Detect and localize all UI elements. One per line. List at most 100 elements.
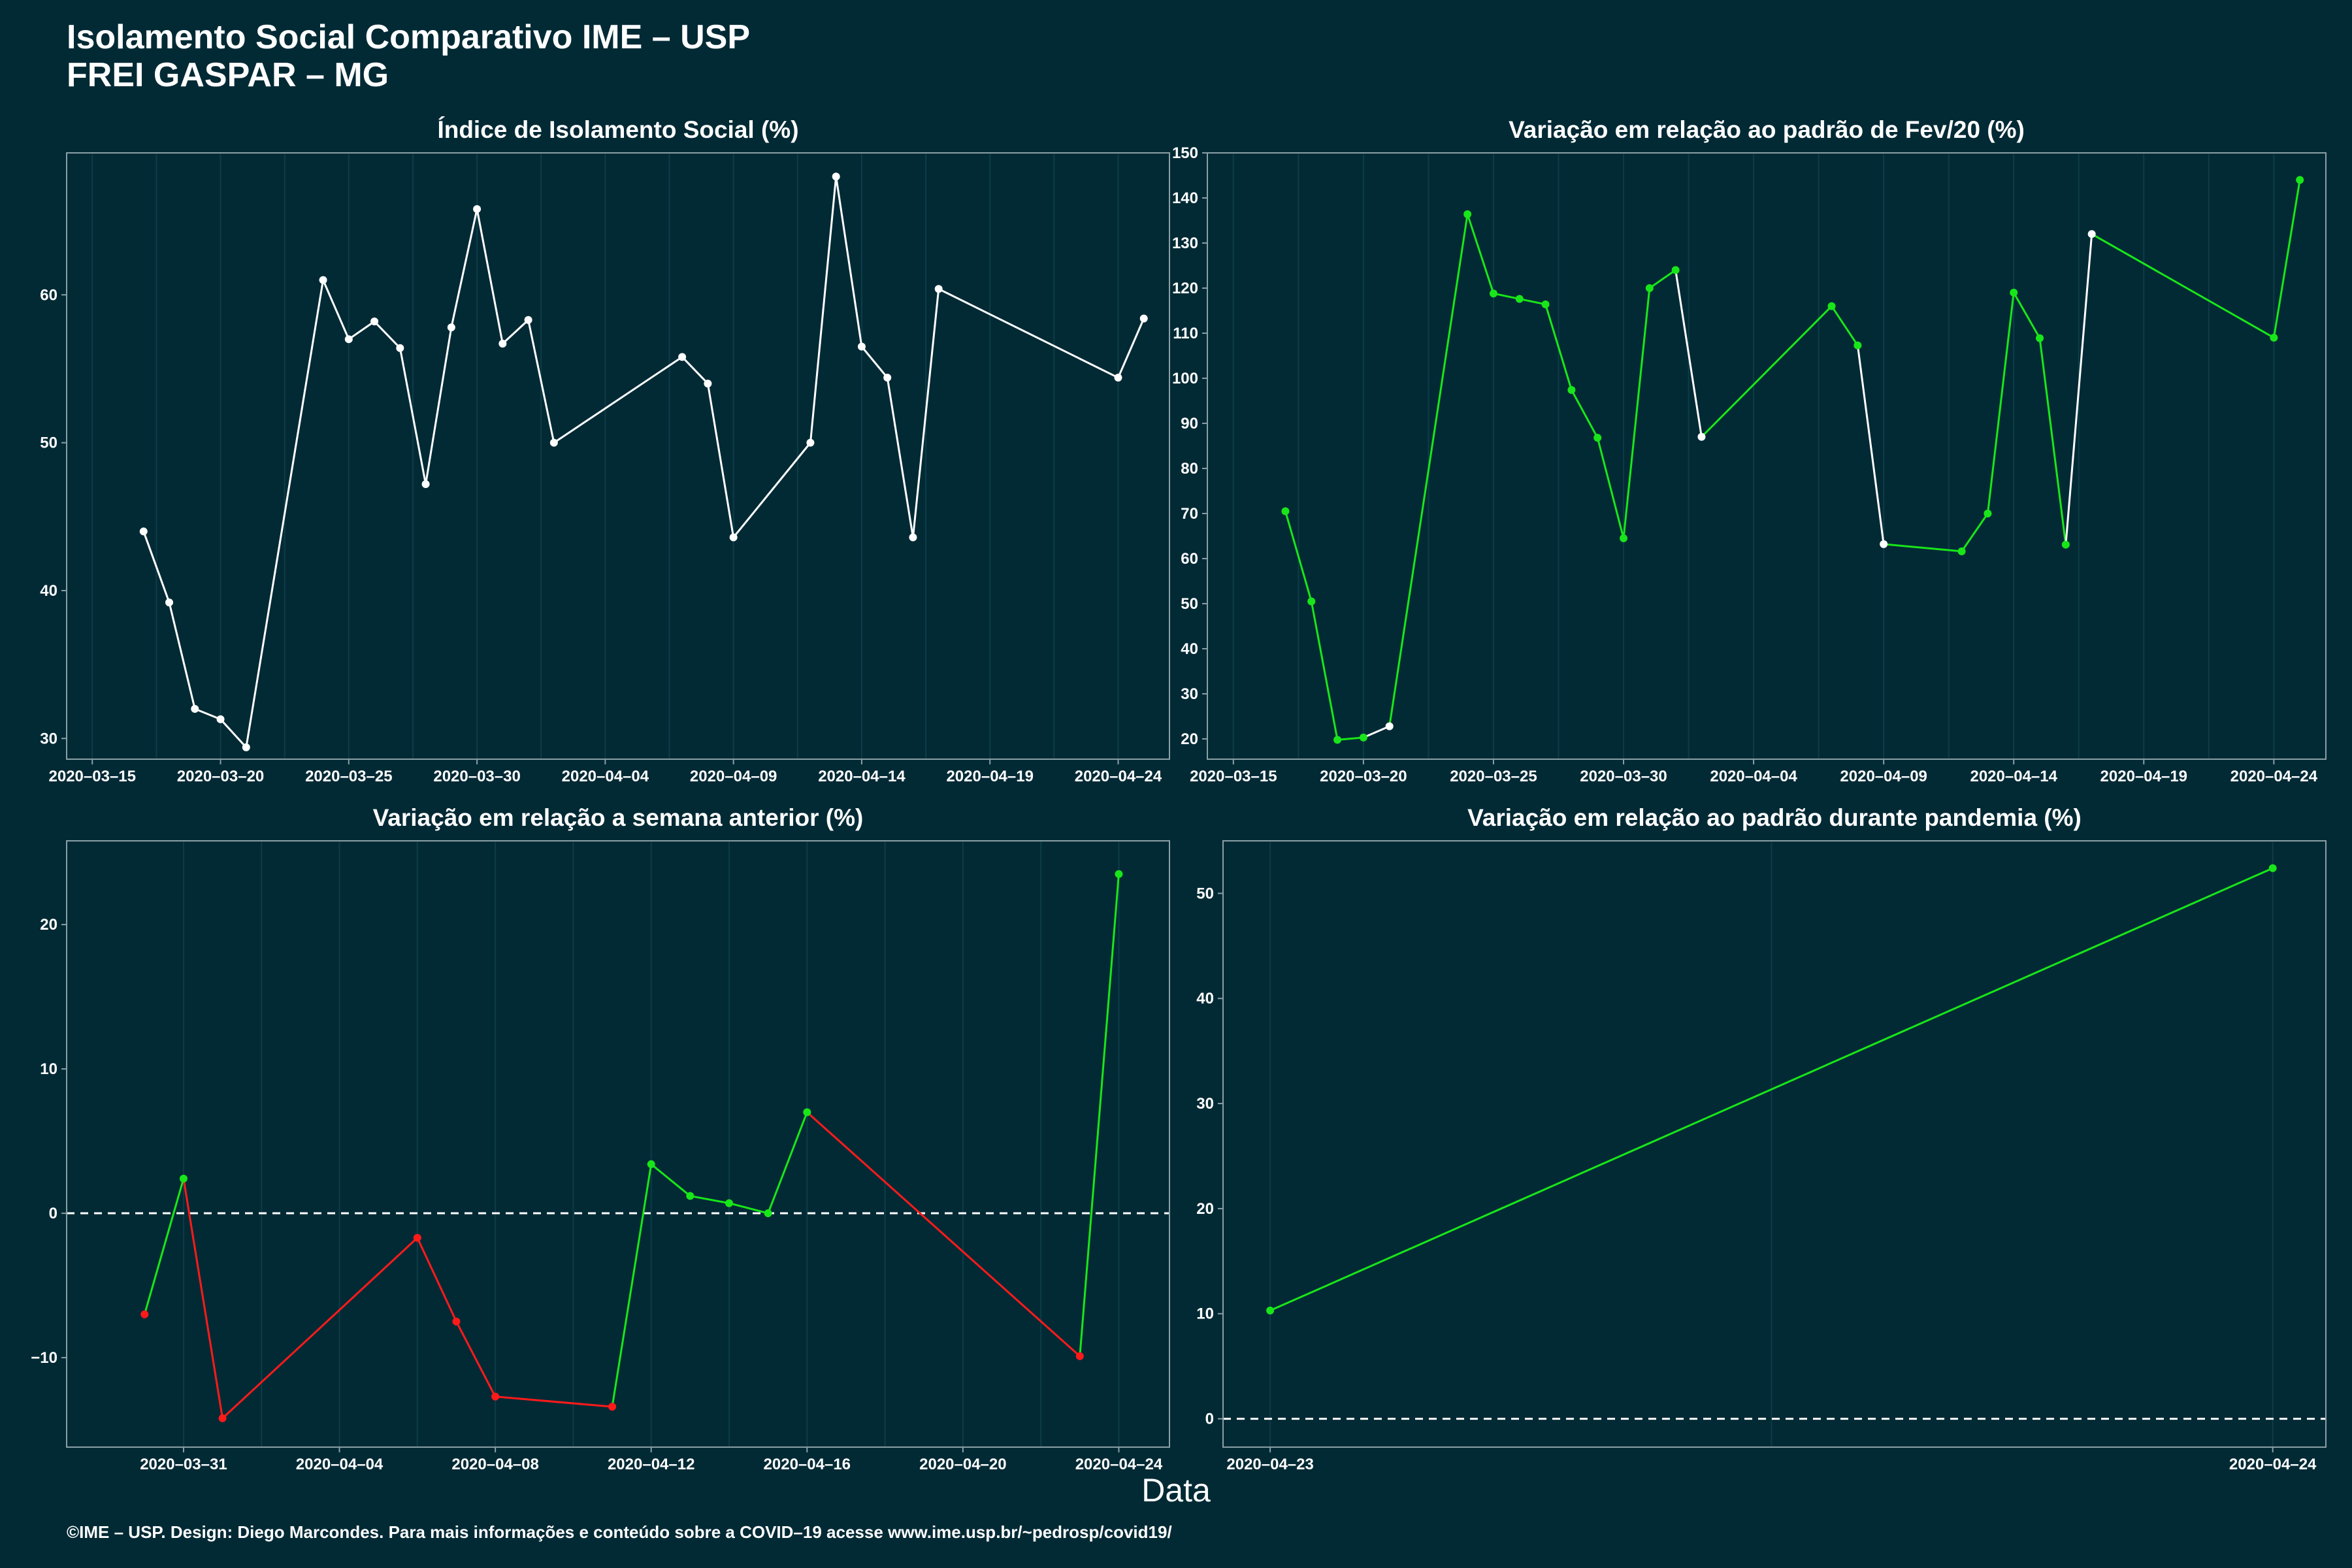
series-segment xyxy=(373,320,401,349)
x-tick-label: 2020–04–16 xyxy=(764,1456,851,1473)
series-segment xyxy=(1284,511,1313,602)
data-point xyxy=(549,438,558,447)
series-segment xyxy=(450,208,478,328)
y-tick-label: 140 xyxy=(1172,189,1198,207)
x-tick-label: 2020–03–15 xyxy=(1190,768,1277,785)
data-point xyxy=(1697,433,1706,441)
data-point xyxy=(1385,722,1394,730)
series-segment xyxy=(1544,304,1573,391)
y-tick-label: 70 xyxy=(1181,505,1198,523)
series-segment xyxy=(806,1111,1081,1357)
x-tick-label: 2020–04–19 xyxy=(946,768,1033,785)
x-tick-label: 2020–04–12 xyxy=(608,1456,694,1473)
data-point xyxy=(725,1199,733,1207)
series-segment xyxy=(886,377,914,538)
x-tick-label: 2020–04–24 xyxy=(1075,1456,1163,1473)
y-tick-label: 30 xyxy=(1181,685,1198,703)
data-point xyxy=(1114,374,1122,382)
series-segment xyxy=(1310,601,1339,740)
data-point xyxy=(803,1108,811,1117)
plot-frame xyxy=(66,152,1170,760)
y-tick-label: 50 xyxy=(40,434,57,452)
series-segment xyxy=(681,356,709,385)
chart-title: Variação em relação ao padrão durante pa… xyxy=(1467,804,2082,831)
series-segment xyxy=(221,1237,418,1419)
y-tick-label: 30 xyxy=(1196,1095,1214,1113)
x-tick-label: 2020–04–19 xyxy=(2100,768,2187,785)
data-point xyxy=(909,533,917,542)
x-tick-label: 2020–04–14 xyxy=(818,768,906,785)
series-segment xyxy=(1519,298,1546,306)
data-point xyxy=(1139,314,1148,323)
data-point xyxy=(729,533,738,542)
y-tick-label: 20 xyxy=(1196,1200,1214,1218)
series-segment xyxy=(476,208,504,344)
data-point xyxy=(832,172,840,181)
x-tick-label: 2020–04–24 xyxy=(2230,768,2318,785)
series-segment xyxy=(425,327,453,485)
chart-panel-pandemia: Variação em relação ao padrão durante pa… xyxy=(1196,804,2327,1473)
y-tick-label: 0 xyxy=(49,1205,57,1222)
data-point xyxy=(1645,284,1654,292)
data-point xyxy=(524,316,532,324)
x-tick-label: 2020–03–25 xyxy=(305,768,392,785)
y-tick-label: 130 xyxy=(1172,235,1198,252)
data-point xyxy=(857,342,866,351)
chart-panel-semana: Variação em relação a semana anterior (%… xyxy=(31,804,1170,1473)
y-tick-label: 80 xyxy=(1181,460,1198,478)
series-segment xyxy=(1648,269,1676,289)
y-tick-label: 60 xyxy=(40,286,57,304)
series-segment xyxy=(1701,305,1833,438)
data-point xyxy=(165,598,174,607)
x-tick-label: 2020–04–23 xyxy=(1226,1456,1313,1473)
data-point xyxy=(1359,733,1367,742)
chart-title: Variação em relação a semana anterior (%… xyxy=(372,804,864,831)
series-segment xyxy=(1961,513,1989,552)
data-point xyxy=(1115,870,1123,878)
x-tick-label: 2020–04–14 xyxy=(1970,768,2057,785)
series-segment xyxy=(2038,338,2067,545)
x-tick-label: 2020–03–15 xyxy=(49,768,136,785)
chart-semana: −10 0 10 20 2020–03–31 2020–04–04 2020–04–08 20… xyxy=(31,840,1170,1473)
series-segment xyxy=(182,1178,224,1419)
series-segment xyxy=(1117,318,1145,378)
data-point xyxy=(216,715,225,723)
chart-isolamento: 30 40 50 60 2020–03–15 2020–03–20 2020–03–25 20… xyxy=(40,152,1170,785)
data-point xyxy=(473,205,482,214)
chart-panel-isolamento: Índice de Isolamento Social (%) 30 40 50 60… xyxy=(40,116,1170,785)
plot-frame xyxy=(1222,840,2327,1448)
x-tick-label: 2020–04–09 xyxy=(690,768,777,785)
y-tick-label: 20 xyxy=(1181,730,1198,748)
series-segment xyxy=(322,280,350,340)
data-point xyxy=(370,318,379,326)
series-segment xyxy=(911,289,940,538)
data-point xyxy=(2087,230,2096,238)
data-point xyxy=(1075,1352,1084,1360)
data-point xyxy=(1880,540,1888,548)
data-point xyxy=(1957,547,1966,555)
y-tick-label: 40 xyxy=(1196,990,1214,1007)
series-segment xyxy=(2091,233,2275,339)
series-segment xyxy=(455,1321,497,1397)
x-tick-label: 2020–03–20 xyxy=(177,768,264,785)
series-segment xyxy=(938,287,1119,379)
x-tick-label: 2020–03–20 xyxy=(1320,768,1407,785)
y-tick-label: 120 xyxy=(1172,280,1198,297)
data-point xyxy=(704,380,712,388)
page-title: Isolamento Social Comparativo IME – USP xyxy=(67,18,751,56)
x-tick-label: 2020–04–04 xyxy=(296,1456,384,1473)
data-point xyxy=(1620,534,1628,542)
y-tick-label: 100 xyxy=(1172,370,1198,387)
chart-fev20: 20 30 40 50 60 70 80 90 100 110 120 130 140 150 2020–0… xyxy=(1172,144,2327,785)
series-segment xyxy=(220,718,247,748)
series-segment xyxy=(1388,214,1469,727)
data-point xyxy=(413,1233,421,1242)
data-point xyxy=(1333,736,1342,744)
data-point xyxy=(608,1403,617,1411)
data-point xyxy=(242,743,250,751)
data-point xyxy=(647,1160,655,1168)
series-segment xyxy=(168,602,196,710)
series-segment xyxy=(690,1195,730,1205)
series-segment xyxy=(2272,180,2301,338)
y-tick-label: 10 xyxy=(1196,1305,1214,1323)
